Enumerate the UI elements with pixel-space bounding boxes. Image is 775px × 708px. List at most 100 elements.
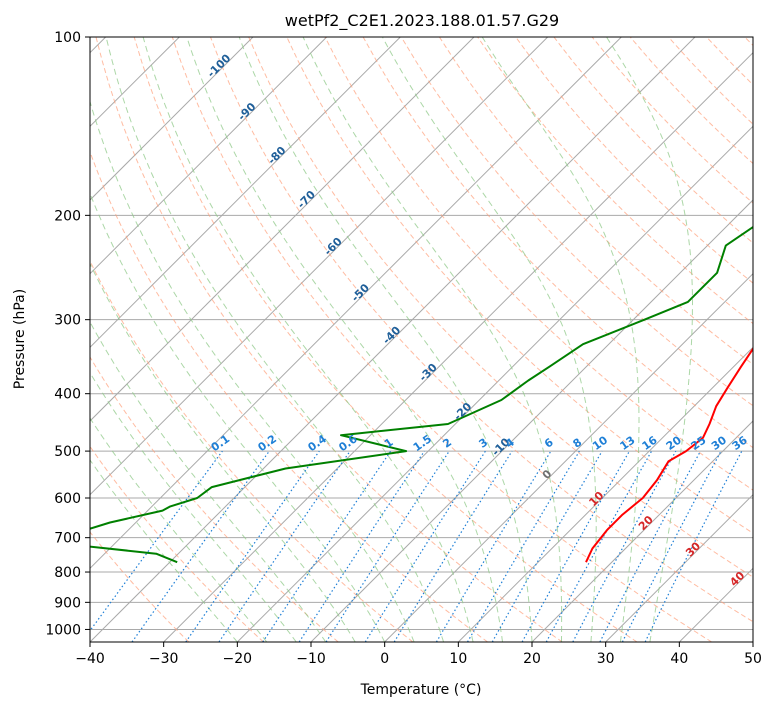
mixing-ratio-line (545, 450, 653, 642)
isotherm-line (90, 37, 696, 642)
mixing-ratio-line (185, 450, 320, 642)
moist-adiabats (90, 37, 693, 642)
isotherm-label: -100 (205, 51, 234, 80)
mixing-ratio-label: 25 (689, 434, 709, 453)
mixing-ratio-line (262, 450, 392, 642)
isotherm-line (90, 37, 549, 496)
mixing-ratio-label: 2 (440, 436, 454, 451)
moist-adiabat (186, 37, 503, 642)
dry-adiabat (744, 37, 753, 47)
dry-adiabat (90, 531, 190, 642)
x-tick-label: 50 (744, 651, 762, 667)
moist-adiabat (90, 321, 327, 642)
isotherm-label: 10 (586, 489, 606, 509)
isotherm-line (605, 493, 753, 642)
y-tick-label: 1000 (45, 622, 81, 638)
moist-adiabat (90, 99, 415, 642)
mixing-ratio-line (393, 450, 513, 642)
moist-adiabat (481, 37, 640, 642)
mixing-ratio-line (325, 450, 450, 642)
isotherm-line (90, 37, 254, 201)
isotherm-label: 20 (636, 513, 656, 533)
y-tick-label: 800 (54, 565, 81, 581)
moist-adiabat (302, 37, 563, 642)
y-tick-label: 900 (54, 595, 81, 611)
dry-adiabat (515, 37, 753, 284)
isotherm-label: -70 (295, 188, 318, 211)
mixing-ratio-label: 30 (709, 433, 729, 453)
y-tick-label: 700 (54, 531, 81, 547)
mixing-ratio-line (131, 450, 270, 642)
isotherm-label: -30 (417, 361, 440, 384)
isotherm-line (90, 37, 622, 570)
x-axis: −40 −30 −20 −10 0 10 20 30 40 50 (75, 642, 762, 667)
isotherm-label: -50 (349, 281, 372, 304)
x-tick-label: 40 (670, 651, 688, 667)
isotherm-grid (90, 37, 753, 642)
dry-adiabat (248, 37, 753, 578)
y-tick-label: 500 (54, 444, 81, 460)
moist-adiabat (90, 459, 238, 642)
x-tick-label: −10 (296, 651, 326, 667)
line-labels: -100-90-80-70-60-50-40-30-20-10010203040… (205, 51, 750, 589)
dry-adiabat (90, 445, 264, 642)
isotherm-label: -80 (265, 144, 288, 167)
y-tick-label: 600 (54, 491, 81, 507)
dry-adiabat (324, 37, 753, 491)
dry-adiabat (133, 37, 638, 642)
mixing-ratio-label: 3 (477, 436, 491, 451)
isotherm-line (90, 37, 475, 422)
moist-adiabat (142, 37, 474, 642)
moist-adiabat (606, 37, 693, 642)
isotherm-line (531, 420, 753, 642)
mixing-ratio-label: 16 (640, 433, 660, 453)
dewpoint-profile (90, 225, 753, 564)
mixing-ratio-label: 6 (542, 436, 556, 451)
mixing-ratio-line (572, 450, 677, 642)
temperature-profile (585, 347, 753, 563)
mixing-ratio-line (218, 450, 351, 642)
x-axis-title: Temperature (°C) (360, 682, 482, 698)
x-tick-label: −30 (149, 651, 179, 667)
x-tick-label: 0 (380, 651, 389, 667)
mixing-ratio-label: 36 (730, 433, 750, 453)
plot-frame (89, 36, 754, 643)
y-tick-label: 300 (54, 313, 81, 329)
y-tick-label: 100 (54, 30, 81, 46)
isotherm-line (457, 346, 753, 642)
mixing-ratio-line (466, 450, 580, 642)
mixing-ratio-label: 10 (590, 433, 610, 453)
dry-adiabat (553, 37, 753, 244)
profiles (90, 225, 753, 564)
moist-adiabat (90, 262, 356, 642)
moist-adiabat (105, 37, 445, 642)
isotherm-label: 30 (683, 539, 703, 559)
mixing-ratio-line (90, 450, 223, 632)
dry-adiabat (706, 37, 753, 86)
mixing-ratio-line (298, 450, 425, 642)
dry-adiabat (90, 356, 339, 642)
dry-adiabat (95, 37, 563, 642)
chart-title: wetPf2_C2E1.2023.188.01.57.G29 (285, 11, 559, 31)
isotherm-line (90, 37, 401, 349)
x-tick-label: 10 (449, 651, 467, 667)
mixing-ratio-line (644, 450, 743, 642)
moist-adiabat (381, 37, 597, 642)
mixing-ratio-label: 8 (571, 436, 585, 451)
mixing-ratio-line (521, 450, 631, 642)
dry-adiabat (210, 37, 753, 623)
y-tick-label: 200 (54, 208, 81, 224)
dry-adiabat (90, 150, 488, 642)
mixing-ratio-label: 13 (617, 434, 637, 453)
y-axis-title: Pressure (hPa) (12, 289, 28, 389)
moist-adiabat (90, 192, 386, 642)
x-tick-label: 30 (597, 651, 615, 667)
dry-adiabats (90, 37, 753, 642)
y-tick-label: 400 (54, 387, 81, 403)
dry-adiabat (90, 259, 414, 642)
mixing-ratio-line (599, 450, 702, 642)
mixing-ratio-lines (90, 450, 743, 642)
isotherm-label: -40 (380, 324, 403, 347)
moist-adiabat (238, 37, 533, 642)
